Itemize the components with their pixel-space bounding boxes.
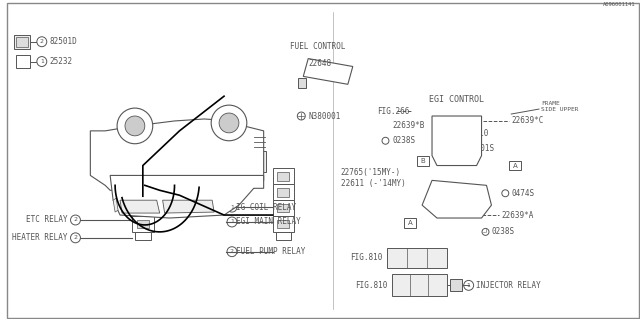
Text: 1: 1 — [230, 204, 234, 210]
Text: INJECTOR RELAY: INJECTOR RELAY — [476, 281, 540, 290]
Text: 82501D: 82501D — [50, 37, 77, 46]
Circle shape — [117, 108, 153, 144]
Text: FUEL CONTROL: FUEL CONTROL — [291, 42, 346, 51]
Text: 22639*A: 22639*A — [501, 211, 534, 220]
Text: A: A — [513, 163, 518, 169]
Bar — [278, 204, 289, 212]
Bar — [137, 172, 149, 181]
Bar — [417, 156, 429, 165]
Bar — [132, 200, 154, 216]
Text: 25232: 25232 — [50, 57, 73, 66]
Bar — [16, 37, 28, 47]
Bar — [278, 220, 289, 228]
Text: 22648: 22648 — [308, 59, 332, 68]
Bar — [278, 172, 289, 181]
Bar — [450, 279, 461, 291]
Polygon shape — [422, 180, 492, 218]
Circle shape — [37, 57, 47, 67]
Text: 0238S: 0238S — [392, 136, 415, 145]
Text: EGI CONTROL: EGI CONTROL — [429, 95, 484, 104]
Text: 1: 1 — [230, 220, 234, 224]
Bar — [273, 200, 294, 216]
Text: EGI MAIN RELAY: EGI MAIN RELAY — [236, 218, 301, 227]
Bar — [273, 169, 294, 184]
Text: HEATER RELAY: HEATER RELAY — [12, 233, 68, 242]
Bar — [273, 184, 294, 200]
Bar — [392, 275, 447, 296]
Circle shape — [227, 202, 237, 212]
Bar — [298, 78, 307, 88]
Circle shape — [446, 130, 453, 137]
Text: FIG.810: FIG.810 — [355, 281, 387, 290]
Bar — [16, 55, 30, 68]
Bar — [132, 169, 154, 184]
Text: N380001: N380001 — [308, 111, 340, 121]
Polygon shape — [120, 200, 159, 213]
Polygon shape — [303, 59, 353, 84]
Polygon shape — [90, 119, 264, 190]
Text: FRAME
SIDE UPPER: FRAME SIDE UPPER — [541, 101, 579, 111]
Polygon shape — [163, 200, 214, 213]
Text: ETC RELAY: ETC RELAY — [26, 215, 68, 225]
Bar — [135, 232, 151, 240]
Bar — [132, 216, 154, 232]
Text: 2: 2 — [74, 235, 77, 240]
Circle shape — [227, 247, 237, 257]
Circle shape — [211, 105, 247, 141]
Circle shape — [382, 137, 389, 144]
Text: B: B — [420, 157, 426, 164]
Circle shape — [502, 190, 509, 197]
Text: 22765('15MY-): 22765('15MY-) — [341, 168, 401, 177]
Bar — [132, 184, 154, 200]
Text: FIG.810: FIG.810 — [350, 253, 383, 262]
Polygon shape — [113, 198, 118, 212]
Text: 1: 1 — [467, 283, 470, 288]
Text: 1: 1 — [40, 59, 44, 64]
Text: 22639*C: 22639*C — [511, 116, 543, 125]
Circle shape — [482, 228, 489, 235]
Circle shape — [70, 215, 81, 225]
Text: IG COIL RELAY: IG COIL RELAY — [236, 203, 296, 212]
Polygon shape — [432, 116, 481, 165]
Bar — [137, 204, 149, 212]
Text: FUEL PUMP RELAY: FUEL PUMP RELAY — [236, 247, 305, 256]
Bar — [273, 216, 294, 232]
Text: 22611 (-'14MY): 22611 (-'14MY) — [341, 179, 406, 188]
Polygon shape — [110, 175, 264, 218]
Text: 2: 2 — [230, 249, 234, 254]
Circle shape — [37, 37, 47, 47]
Circle shape — [125, 116, 145, 136]
Circle shape — [219, 113, 239, 133]
Bar — [509, 161, 521, 171]
Bar — [404, 218, 416, 228]
Text: M060010: M060010 — [457, 129, 489, 138]
Bar — [137, 220, 149, 228]
Text: 22639*B: 22639*B — [392, 121, 425, 131]
Text: 2: 2 — [74, 218, 77, 222]
Circle shape — [298, 112, 305, 120]
Bar — [14, 35, 30, 49]
Circle shape — [227, 217, 237, 227]
Text: A: A — [408, 220, 413, 226]
Circle shape — [464, 280, 474, 290]
Bar — [276, 232, 291, 240]
Circle shape — [70, 233, 81, 243]
Circle shape — [462, 145, 469, 152]
Bar — [278, 188, 289, 196]
Bar — [387, 248, 447, 268]
Text: 2: 2 — [40, 39, 44, 44]
Text: 0238S: 0238S — [492, 228, 515, 236]
Text: 0101S: 0101S — [472, 144, 495, 153]
Text: FIG.266: FIG.266 — [378, 107, 410, 116]
Text: A096001141: A096001141 — [602, 2, 635, 7]
Bar — [252, 151, 266, 172]
Bar — [137, 188, 149, 196]
Text: 0474S: 0474S — [511, 189, 534, 198]
